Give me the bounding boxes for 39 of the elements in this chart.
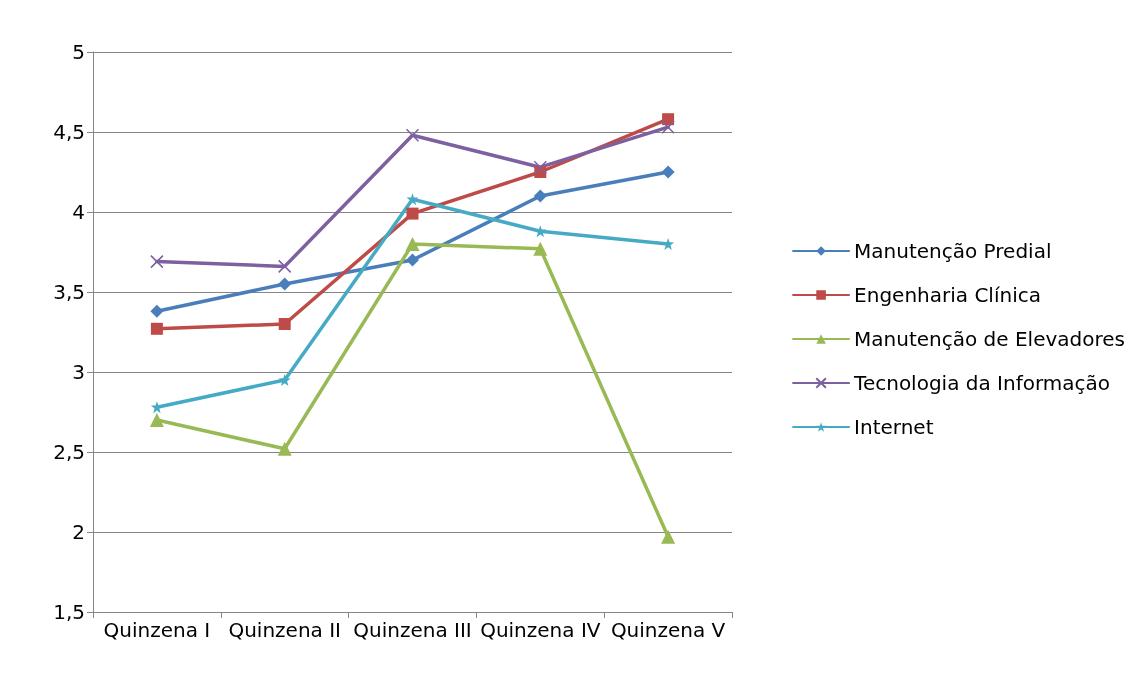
point <box>149 413 164 427</box>
y-tick-label: 3,5 <box>53 280 85 304</box>
legend-label: Internet <box>854 415 934 439</box>
point <box>662 113 675 126</box>
point <box>533 241 548 256</box>
point <box>278 318 291 330</box>
point <box>533 189 547 203</box>
point <box>277 441 292 456</box>
point <box>533 160 548 174</box>
x-tick-label: Quinzena III <box>353 618 472 642</box>
legend-label: Tecnologia da Informação <box>853 371 1111 395</box>
y-tick-label: 4 <box>72 200 85 224</box>
point <box>406 253 419 267</box>
legend-label: Manutenção Predial <box>854 239 1052 263</box>
legend-label: Engenharia Clínica <box>854 283 1041 307</box>
point <box>278 374 291 386</box>
point <box>406 193 419 206</box>
point <box>277 259 292 274</box>
y-tick-label: 1,5 <box>53 600 85 624</box>
point <box>661 120 675 134</box>
y-tick-label: 2 <box>72 520 85 544</box>
y-tick-label: 3 <box>72 360 85 384</box>
point <box>405 237 420 251</box>
point <box>406 207 419 220</box>
x-tick-label: Quinzena II <box>228 618 341 642</box>
point <box>150 322 163 335</box>
x-tick-label: Quinzena V <box>610 618 726 642</box>
point <box>661 529 676 544</box>
point <box>150 304 164 318</box>
y-tick-label: 4,5 <box>53 120 85 144</box>
x-tick-label: Quinzena IV <box>480 618 601 642</box>
point <box>150 254 164 269</box>
point <box>278 277 292 291</box>
legend-label: Manutenção de Elevadores <box>854 327 1125 351</box>
y-tick-label: 5 <box>72 40 85 64</box>
point <box>405 128 420 142</box>
point <box>661 165 675 179</box>
y-tick-label: 2,5 <box>53 440 85 464</box>
x-tick-label: Quinzena I <box>103 618 211 642</box>
